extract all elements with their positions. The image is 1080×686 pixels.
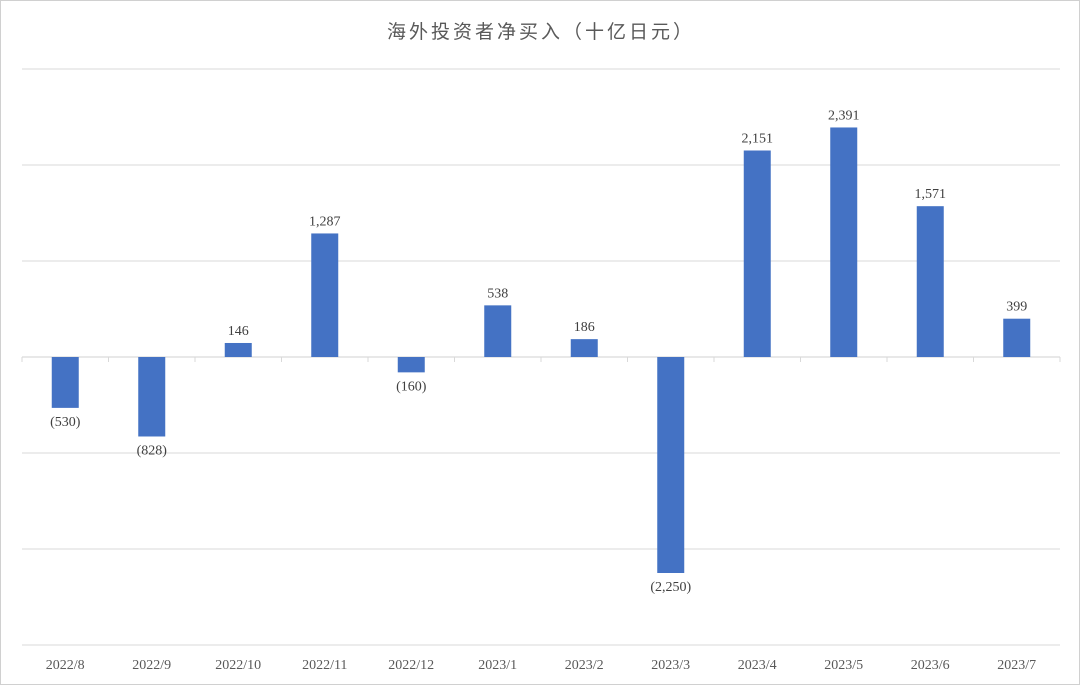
chart-title: 海外投资者净买入（十亿日元） (387, 21, 695, 43)
data-label: (530) (50, 415, 81, 430)
bar-2022/8 (51, 357, 79, 408)
x-tick-label: 2022/8 (46, 658, 85, 673)
data-label: 2,391 (828, 108, 860, 123)
data-label: 186 (574, 320, 595, 335)
bar-2023/4 (743, 150, 771, 357)
bar-2022/10 (224, 342, 252, 357)
x-tick-label: 2023/6 (911, 658, 950, 673)
bar-2023/1 (484, 305, 512, 357)
data-label: 1,571 (915, 187, 947, 202)
x-tick-label: 2023/3 (651, 658, 690, 673)
x-tick-label: 2023/5 (824, 658, 863, 673)
x-tick-label: 2022/9 (132, 658, 171, 673)
data-label: (2,250) (650, 580, 691, 595)
x-tick-label: 2023/1 (478, 658, 517, 673)
bar-2022/12 (397, 357, 425, 373)
bar-2023/6 (916, 206, 944, 357)
data-label: 1,287 (309, 214, 341, 229)
x-tick-label: 2023/4 (738, 658, 777, 673)
data-label: 146 (228, 324, 249, 339)
bar-2023/5 (830, 127, 858, 358)
x-tick-label: 2022/12 (388, 658, 434, 673)
x-tick-label: 2022/11 (302, 658, 347, 673)
x-tick-label: 2022/10 (215, 658, 261, 673)
x-tick-label: 2023/7 (997, 658, 1036, 673)
bar-2022/11 (311, 233, 339, 357)
data-label: 399 (1006, 300, 1027, 315)
data-label: 538 (487, 286, 508, 301)
data-label: (160) (396, 379, 427, 394)
x-tick-label: 2023/2 (565, 658, 604, 673)
bar-2022/9 (138, 357, 166, 437)
data-label: (828) (137, 443, 168, 458)
bar-2023/7 (1003, 318, 1031, 357)
bar-2023/2 (570, 339, 598, 357)
bar-2023/3 (657, 357, 685, 573)
data-label: 2,151 (742, 132, 774, 147)
